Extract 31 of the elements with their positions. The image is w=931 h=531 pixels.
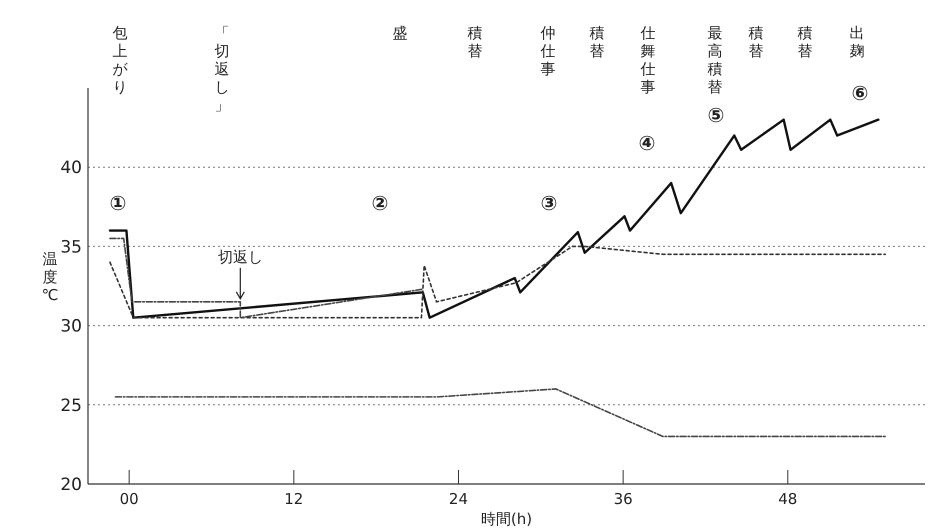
y-tick-label: 30 [60,316,82,337]
annotation: 積替 [706,60,724,96]
y-tick-label: 25 [60,396,82,416]
y-tick-label: 40 [60,158,82,178]
annotation: 包上がり [112,24,128,96]
annotation: ⑥ [852,81,868,105]
annotation: ③ [540,191,558,215]
text: 積替 [798,24,812,60]
annotation: 切返し [218,248,263,266]
annotation: ⑤ [708,103,724,127]
text: 盛 [392,24,408,42]
y-axis-title: 温度℃ [40,250,60,304]
x-axis-title: 時間(h) [480,510,532,528]
x-tick-label: 24 [448,490,468,508]
x-tick-label: 36 [614,490,633,508]
y-tick-label: 35 [60,237,82,258]
text: 出麹 [848,24,866,60]
text: 仲仕事 [540,24,556,78]
annotation: ① [110,191,126,215]
text: 最高 [708,24,722,60]
annotation: ② [372,191,388,215]
x-tick-label: 12 [284,490,304,508]
x-tick-label: 48 [778,490,798,508]
text: 積替 [748,24,764,60]
text: 積替 [588,24,606,60]
y-tick-label: 20 [60,475,82,495]
annotation: ④ [638,131,656,155]
annotation: 仕舞仕事 [640,24,656,96]
x-tick-label: 00 [120,490,139,508]
text: 積替 [466,24,484,60]
annotation: 「切返し」 [214,24,230,114]
